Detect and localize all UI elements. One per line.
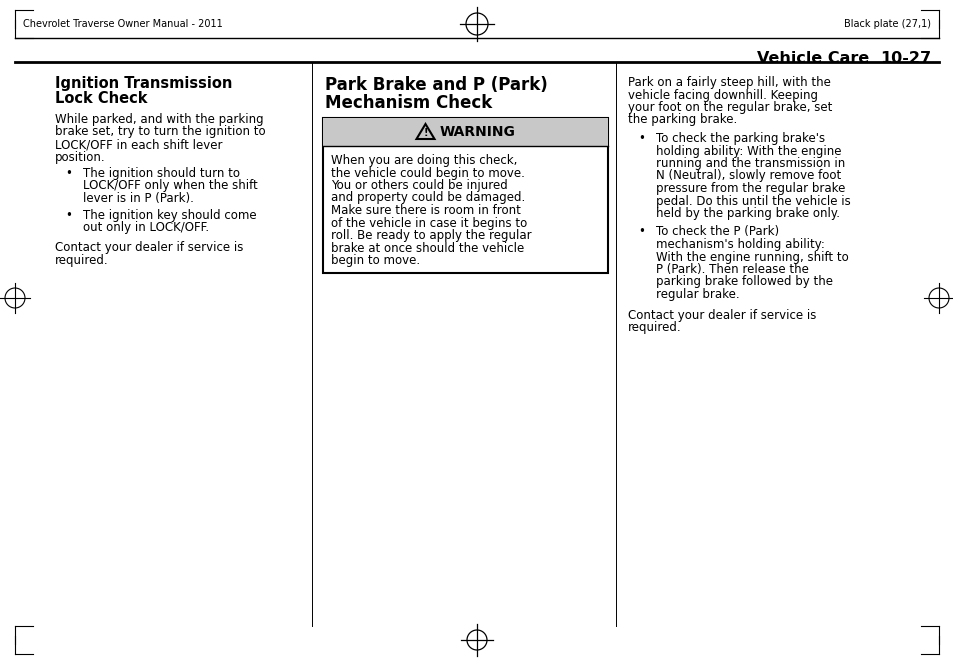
Text: Ignition Transmission: Ignition Transmission [55, 76, 233, 91]
Text: begin to move.: begin to move. [331, 254, 419, 267]
Text: parking brake followed by the: parking brake followed by the [656, 275, 832, 289]
Text: Mechanism Check: Mechanism Check [325, 94, 492, 112]
Text: your foot on the regular brake, set: your foot on the regular brake, set [627, 101, 832, 114]
Bar [323, 118, 607, 146]
Text: pressure from the regular brake: pressure from the regular brake [656, 182, 844, 195]
Text: •: • [638, 132, 644, 145]
Text: running and the transmission in: running and the transmission in [656, 157, 844, 170]
Text: pedal. Do this until the vehicle is: pedal. Do this until the vehicle is [656, 194, 850, 208]
Text: •: • [638, 226, 644, 238]
Text: lever is in P (Park).: lever is in P (Park). [83, 192, 193, 205]
Text: Park Brake and P (Park): Park Brake and P (Park) [325, 76, 547, 94]
Text: LOCK/OFF in each shift lever: LOCK/OFF in each shift lever [55, 138, 222, 151]
Text: Make sure there is room in front: Make sure there is room in front [331, 204, 520, 217]
Text: out only in LOCK/OFF.: out only in LOCK/OFF. [83, 221, 209, 234]
Text: Contact your dealer if service is: Contact your dealer if service is [55, 242, 243, 255]
Text: roll. Be ready to apply the regular: roll. Be ready to apply the regular [331, 229, 531, 242]
Text: When you are doing this check,: When you are doing this check, [331, 154, 517, 167]
Text: position.: position. [55, 150, 106, 164]
Text: You or others could be injured: You or others could be injured [331, 179, 507, 192]
Text: 10-27: 10-27 [879, 51, 930, 66]
Text: Contact your dealer if service is: Contact your dealer if service is [627, 309, 816, 321]
Text: •: • [65, 208, 71, 222]
Text: The ignition key should come: The ignition key should come [83, 208, 256, 222]
Text: P (Park). Then release the: P (Park). Then release the [656, 263, 808, 276]
Text: With the engine running, shift to: With the engine running, shift to [656, 250, 848, 263]
Text: and property could be damaged.: and property could be damaged. [331, 192, 525, 204]
Text: To check the parking brake's: To check the parking brake's [656, 132, 824, 145]
Text: of the vehicle in case it begins to: of the vehicle in case it begins to [331, 216, 527, 230]
Text: holding ability: With the engine: holding ability: With the engine [656, 144, 841, 158]
Text: Park on a fairly steep hill, with the: Park on a fairly steep hill, with the [627, 76, 830, 89]
Text: Lock Check: Lock Check [55, 91, 148, 106]
Text: brake at once should the vehicle: brake at once should the vehicle [331, 242, 524, 255]
Text: brake set, try to turn the ignition to: brake set, try to turn the ignition to [55, 126, 265, 138]
Text: the vehicle could begin to move.: the vehicle could begin to move. [331, 166, 524, 180]
Bar [323, 118, 607, 273]
Text: held by the parking brake only.: held by the parking brake only. [656, 207, 840, 220]
Text: While parked, and with the parking: While parked, and with the parking [55, 113, 263, 126]
Text: !: ! [423, 128, 427, 138]
Text: vehicle facing downhill. Keeping: vehicle facing downhill. Keeping [627, 88, 817, 102]
Text: N (Neutral), slowly remove foot: N (Neutral), slowly remove foot [656, 170, 841, 182]
Text: required.: required. [55, 254, 109, 267]
Text: the parking brake.: the parking brake. [627, 114, 737, 126]
Text: WARNING: WARNING [439, 125, 515, 139]
Text: •: • [65, 167, 71, 180]
Text: The ignition should turn to: The ignition should turn to [83, 167, 240, 180]
Text: To check the P (Park): To check the P (Park) [656, 226, 779, 238]
Text: mechanism's holding ability:: mechanism's holding ability: [656, 238, 824, 251]
Text: Vehicle Care: Vehicle Care [756, 51, 868, 66]
Text: Black plate (27,1): Black plate (27,1) [843, 19, 930, 29]
Text: regular brake.: regular brake. [656, 288, 739, 301]
Text: required.: required. [627, 321, 680, 334]
Text: Chevrolet Traverse Owner Manual - 2011: Chevrolet Traverse Owner Manual - 2011 [23, 19, 222, 29]
Text: LOCK/OFF only when the shift: LOCK/OFF only when the shift [83, 180, 257, 192]
